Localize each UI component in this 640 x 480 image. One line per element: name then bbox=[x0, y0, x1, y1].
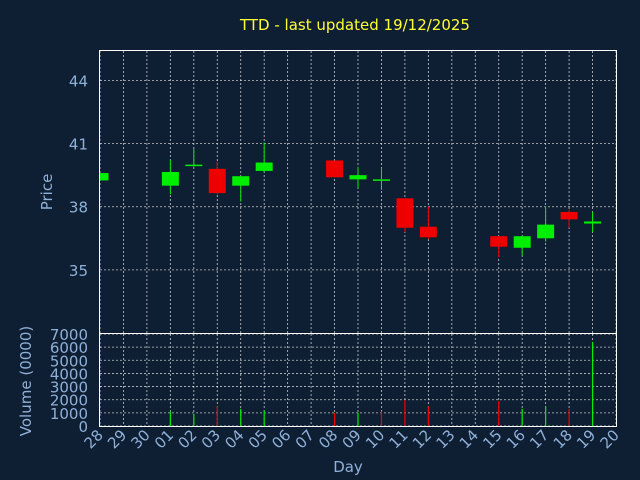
candle-body bbox=[100, 173, 109, 181]
candle-02 bbox=[185, 148, 203, 167]
x-tick-label: 15 bbox=[479, 426, 505, 452]
price-grid bbox=[99, 51, 617, 333]
x-tick-label: 05 bbox=[245, 426, 271, 452]
x-tick-label: 10 bbox=[362, 426, 388, 452]
x-tick-label: 08 bbox=[315, 426, 341, 452]
candle-body bbox=[490, 236, 508, 247]
x-tick-label: 02 bbox=[174, 426, 200, 452]
candle-11 bbox=[396, 198, 414, 232]
candle-10 bbox=[372, 167, 390, 190]
x-tick-label: 29 bbox=[104, 426, 130, 452]
candle-body bbox=[326, 160, 344, 178]
candle-body bbox=[349, 175, 367, 180]
x-tick-label: 19 bbox=[573, 426, 599, 452]
candle-04 bbox=[232, 176, 250, 202]
price-y-tick-label: 35 bbox=[69, 262, 88, 280]
x-tick-label: 03 bbox=[198, 426, 224, 452]
volume-y-tick-label: 3000 bbox=[50, 379, 88, 397]
volume-grid bbox=[99, 333, 617, 427]
candle-05 bbox=[255, 142, 273, 173]
candle-01 bbox=[161, 159, 179, 195]
x-tick-label: 30 bbox=[128, 426, 154, 452]
x-tick-label: 13 bbox=[432, 426, 458, 452]
candle-08 bbox=[326, 160, 344, 178]
volume-axis-label: Volume (0000) bbox=[17, 326, 35, 436]
candle-body bbox=[513, 236, 531, 248]
x-ticks: 2829300102030405060708091011121314151617… bbox=[81, 426, 623, 452]
candlesticks bbox=[99, 142, 602, 258]
candle-body bbox=[537, 224, 555, 239]
x-tick-label: 04 bbox=[221, 426, 247, 452]
volume-y-tick-label: 0 bbox=[78, 418, 88, 436]
price-axis-label: Price bbox=[38, 174, 56, 211]
candle-03 bbox=[208, 161, 226, 195]
price-y-tick-label: 41 bbox=[69, 136, 88, 154]
candle-15 bbox=[490, 236, 508, 258]
volume-y-tick-label: 7000 bbox=[50, 326, 88, 344]
x-tick-label: 18 bbox=[550, 426, 576, 452]
candle-19 bbox=[584, 211, 602, 232]
volume-bars bbox=[169, 341, 594, 426]
candle-body bbox=[419, 226, 437, 238]
candle-body bbox=[255, 162, 273, 171]
x-tick-label: 20 bbox=[597, 426, 623, 452]
candle-body bbox=[208, 168, 226, 194]
candle-body bbox=[584, 221, 602, 224]
candle-body bbox=[232, 176, 250, 186]
x-tick-label: 07 bbox=[292, 426, 318, 452]
x-tick-label: 11 bbox=[386, 426, 412, 452]
candle-body bbox=[185, 164, 203, 167]
volume-y-tick-label: 4000 bbox=[50, 365, 88, 383]
x-tick-label: 06 bbox=[268, 426, 294, 452]
price-y-tick-label: 38 bbox=[69, 199, 88, 217]
x-tick-label: 17 bbox=[526, 426, 552, 452]
candle-09 bbox=[349, 166, 367, 188]
price-y-ticks: 35 38 41 44 bbox=[69, 72, 88, 279]
candle-16 bbox=[513, 236, 531, 256]
volume-y-tick-label: 5000 bbox=[50, 352, 88, 370]
candle-28 bbox=[99, 173, 109, 181]
x-axis-label: Day bbox=[333, 458, 363, 476]
x-tick-label: 14 bbox=[456, 426, 482, 452]
volume-panel-frame bbox=[99, 333, 617, 427]
candle-body bbox=[161, 172, 179, 186]
x-tick-label: 01 bbox=[151, 426, 177, 452]
volume-y-tick-label: 2000 bbox=[50, 392, 88, 410]
candle-18 bbox=[560, 209, 578, 228]
candle-body bbox=[560, 211, 578, 220]
candle-body bbox=[396, 198, 414, 228]
chart-title: TTD - last updated 19/12/2025 bbox=[239, 16, 470, 34]
candle-body bbox=[372, 179, 390, 181]
x-tick-label: 16 bbox=[503, 426, 529, 452]
volume-y-tick-label: 1000 bbox=[50, 405, 88, 423]
x-tick-label: 12 bbox=[409, 426, 435, 452]
candle-17 bbox=[537, 206, 555, 242]
candle-12 bbox=[419, 206, 437, 240]
price-y-tick-label: 44 bbox=[69, 72, 88, 90]
volume-y-tick-label: 6000 bbox=[50, 339, 88, 357]
x-tick-label: 09 bbox=[339, 426, 365, 452]
